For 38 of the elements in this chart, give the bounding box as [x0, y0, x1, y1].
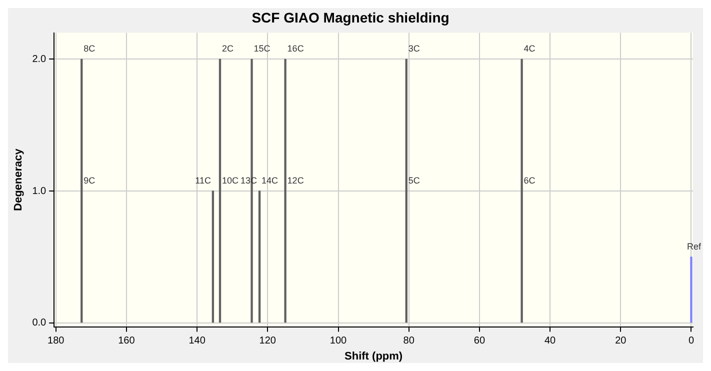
annotation: 15C: [254, 44, 271, 54]
annotation: 5C: [408, 175, 420, 186]
bar: [690, 256, 692, 323]
x-tick-label: 60: [474, 336, 486, 347]
y-tick-label: 2.0: [32, 54, 47, 65]
x-axis-title: Shift (ppm): [344, 350, 403, 362]
x-tick-label: 180: [48, 336, 65, 347]
annotation: 14C: [262, 175, 279, 186]
bar: [405, 58, 408, 323]
bar: [80, 58, 83, 323]
annotation: 3C: [408, 44, 420, 54]
annotation: 16C: [287, 44, 304, 54]
x-tick-label: 0: [688, 336, 694, 347]
x-tick-label: 140: [188, 336, 206, 347]
chart-title: SCF GIAO Magnetic shielding: [252, 9, 450, 26]
x-tick-label: 100: [330, 336, 348, 347]
x-tick-label: 160: [118, 336, 136, 347]
bar: [212, 190, 214, 323]
annotation: 11C: [195, 175, 212, 186]
annotation: 12C: [287, 175, 304, 186]
x-tick-label: 40: [544, 336, 556, 347]
annotation: Ref: [686, 241, 702, 252]
x-tick-label: 20: [615, 336, 627, 347]
annotation: 2C: [222, 44, 234, 54]
x-tick-label: 120: [259, 336, 276, 347]
y-axis-title: Degeneracy: [12, 148, 25, 211]
bar: [218, 58, 222, 323]
x-tick-label: 80: [403, 336, 415, 347]
bar: [284, 58, 286, 323]
y-tick-label: 0.0: [32, 318, 47, 329]
y-tick-label: 1.0: [32, 186, 47, 197]
annotation: 10C: [222, 175, 240, 186]
annotation: 8C: [84, 44, 96, 54]
bar: [258, 190, 261, 323]
bar: [520, 58, 523, 323]
annotation: 9C: [84, 175, 96, 186]
annotation: 4C: [524, 44, 536, 54]
annotation: 6C: [524, 175, 536, 186]
